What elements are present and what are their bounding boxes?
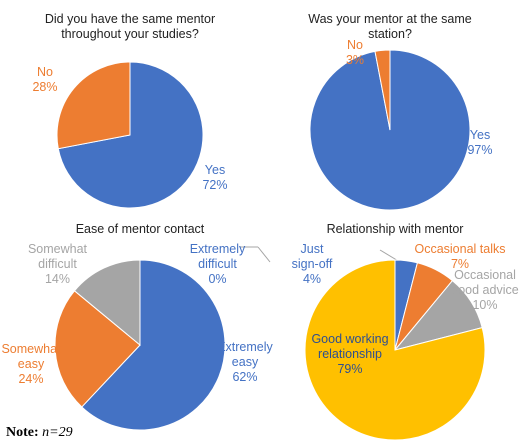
slice-label: Yes 97%	[460, 128, 500, 158]
slice-label: Occasional talks 7%	[405, 242, 515, 272]
value-label: 0%	[208, 272, 227, 286]
pie-slice	[304, 259, 486, 441]
pie-slice	[57, 61, 204, 209]
pie-slice	[56, 61, 131, 150]
slice-label: Just sign-off 4%	[290, 242, 334, 287]
value-label: 79%	[337, 362, 363, 376]
slice-label: Somewhat difficult 14%	[20, 242, 95, 287]
slice-label: Extremely easy 62%	[210, 340, 280, 385]
category-label: Occasional talks	[414, 242, 506, 256]
chart-title: Was your mentor at the same station?	[308, 12, 472, 41]
note: Note: n=29	[6, 425, 73, 441]
leader-line	[257, 246, 271, 263]
category-label: Extremely difficult	[189, 242, 246, 271]
slice-label: Somewhat easy 24%	[0, 342, 62, 387]
category-label: Occasional good advice	[451, 268, 519, 297]
value-label: 62%	[232, 370, 258, 384]
slice-label: Extremely difficult 0%	[180, 242, 255, 287]
chart-title: Relationship with mentor	[326, 222, 464, 236]
category-label: Good working relationship	[311, 332, 389, 361]
pie-slice	[73, 259, 141, 347]
value-label: 24%	[18, 372, 44, 386]
slice-label: Yes 72%	[195, 163, 235, 193]
value-label: 72%	[202, 178, 228, 192]
category-label: Yes	[204, 163, 226, 177]
value-label: 3%	[345, 53, 365, 67]
pie-slice	[374, 49, 391, 131]
chart-title: Did you have the same mentor throughout …	[44, 12, 216, 41]
category-label: Extremely easy	[217, 340, 273, 369]
value-label: 10%	[472, 298, 498, 312]
category-label: Just sign-off	[291, 242, 333, 271]
category-label: Somewhat easy	[1, 342, 61, 371]
pie-slice	[81, 259, 226, 431]
category-label: No	[37, 65, 53, 79]
value-label: 14%	[44, 272, 71, 286]
chart-title: Ease of mentor contact	[75, 222, 205, 236]
slice-label: Occasional good advice 10%	[448, 268, 520, 313]
category-label: No	[347, 38, 363, 52]
value-label: 97%	[467, 143, 493, 157]
slice-label: No 3%	[340, 38, 370, 68]
slice-label: No 28%	[25, 65, 65, 95]
category-label: Somewhat difficult	[27, 242, 88, 271]
category-label: Yes	[469, 128, 491, 142]
slice-label: Good working relationship 79%	[310, 332, 390, 377]
note-label: Note:	[6, 425, 39, 440]
pie-slice	[54, 290, 141, 408]
value-label: 4%	[302, 272, 322, 286]
value-label: 7%	[450, 257, 470, 271]
value-label: 28%	[32, 80, 58, 94]
note-text: n=29	[42, 425, 73, 440]
